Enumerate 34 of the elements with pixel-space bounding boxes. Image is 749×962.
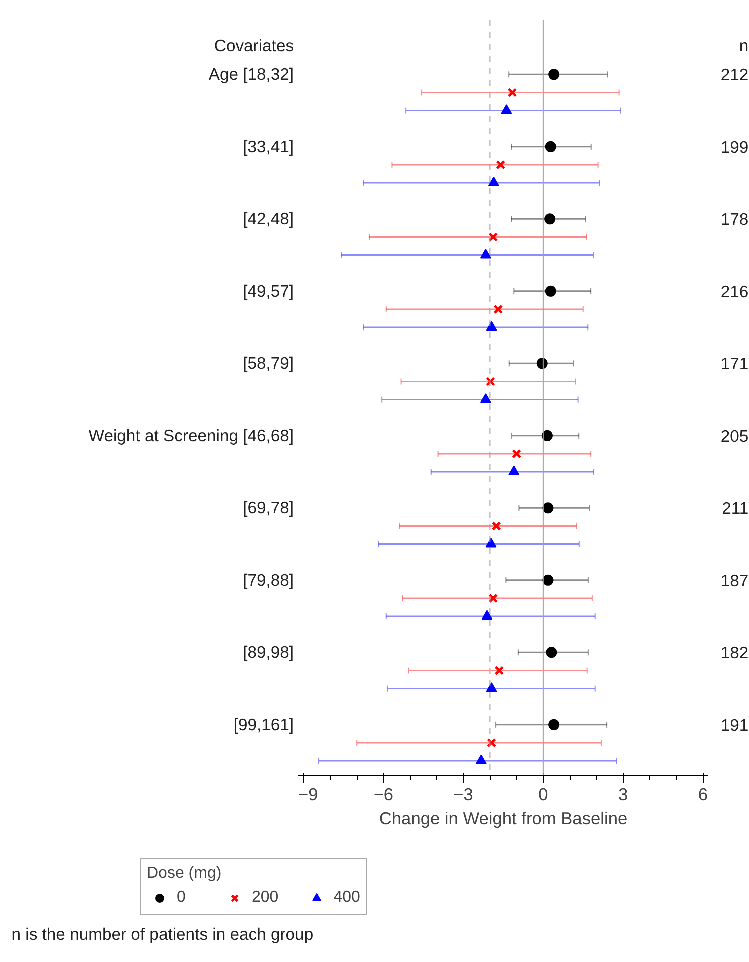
text: 216 (720, 282, 749, 302)
legend-label: 0 (177, 889, 187, 907)
text: n (739, 36, 749, 56)
x-tick-label: −3 (454, 784, 474, 804)
text: 182 (720, 644, 749, 663)
x-tick-label: 6 (698, 784, 708, 804)
y-tick-label: [89,98] (243, 643, 294, 662)
y-tick-label: Weight at Screening [46,68] (88, 426, 294, 446)
y-tick-label: Age [18,32] (208, 65, 294, 84)
y-axis-title: Covariates (214, 36, 294, 56)
legend-label: 200 (252, 889, 279, 907)
y-tick-label: [33,41] (243, 137, 294, 156)
text: 178 (720, 210, 749, 230)
legend-label: 400 (334, 889, 360, 907)
x-tick-label: −6 (374, 784, 394, 804)
text: 211 (722, 499, 749, 518)
x-tick-label: 0 (538, 784, 548, 804)
y-tick-label: [42,48] (243, 210, 294, 229)
x-axis-title: Change in Weight from Baseline (379, 808, 628, 828)
y-tick-label: [99,161] (234, 715, 294, 734)
y-tick-label: [79,88] (243, 570, 294, 590)
text: 171 (720, 354, 749, 374)
y-tick-label: [58,79] (243, 354, 294, 374)
y-tick-label: [49,57] (243, 282, 294, 301)
x-tick-label: 3 (618, 784, 628, 804)
text: 187 (720, 571, 749, 590)
y-tick-label: [69,78] (243, 498, 294, 518)
text: 199 (720, 138, 749, 157)
text: 212 (720, 66, 749, 85)
legend-title: Dose (mg) (147, 865, 223, 883)
x-tick-label: −9 (298, 784, 318, 804)
text: 205 (720, 426, 749, 446)
text: n is the number of patients in each group (12, 925, 314, 944)
text: 191 (720, 716, 749, 735)
